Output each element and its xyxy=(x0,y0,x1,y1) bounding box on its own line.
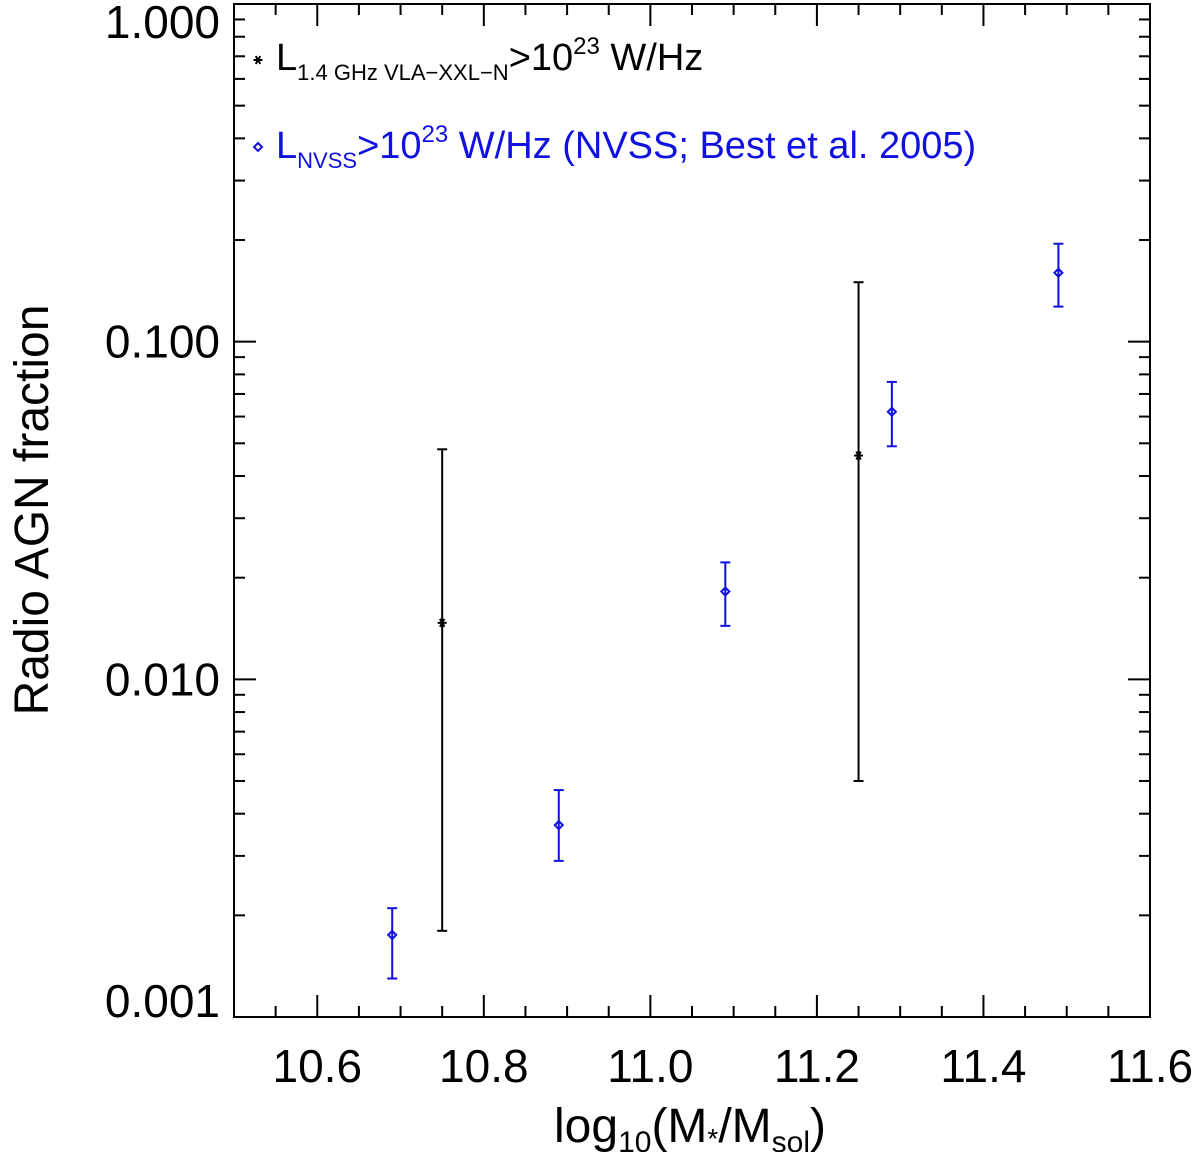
legend-0-sup: 23 xyxy=(573,33,600,60)
xlabel-sub: 10 xyxy=(618,1126,651,1152)
legend-marker-asterisk xyxy=(253,55,263,65)
legend-0-tail: W/Hz xyxy=(600,37,703,79)
y-ticks: 0.001 0.010 0.100 1.000 xyxy=(105,0,1150,1027)
marker-stroke xyxy=(439,618,446,628)
y-tick-label: 0.001 xyxy=(105,975,220,1027)
legend-0-sub: 1.4 GHz VLA−XXL−N xyxy=(297,60,509,85)
x-axis-title: log10(M*/Msol) xyxy=(554,1100,826,1152)
legend-marker-diamond xyxy=(252,141,264,153)
x-tick-label: 11.4 xyxy=(940,1040,1026,1092)
data-point-diamond xyxy=(553,819,565,831)
legend-asterisk-icon xyxy=(253,55,263,65)
data-point-diamond xyxy=(1052,267,1064,279)
legend-1-sub: NVSS xyxy=(297,148,357,173)
x-tick-label: 11.0 xyxy=(607,1040,693,1092)
xlabel-close: ) xyxy=(810,1100,826,1152)
legend-0-after: >10 xyxy=(509,37,573,79)
xlabel-prefix: log xyxy=(554,1100,618,1152)
data-point-asterisk xyxy=(437,618,447,628)
data-point-diamond xyxy=(719,586,731,597)
x-ticks: 10.6 10.8 11.0 11.2 11.4 11.6 xyxy=(233,4,1193,1092)
x-tick-label: 10.8 xyxy=(439,1040,529,1092)
x-tick-label: 11.2 xyxy=(774,1040,860,1092)
legend-diamond-icon xyxy=(252,141,264,153)
x-tick-label: 11.6 xyxy=(1107,1040,1193,1092)
xlabel-mid: /M xyxy=(718,1100,771,1152)
data-point-diamond xyxy=(386,929,398,941)
marker-stroke xyxy=(254,55,262,65)
legend-1-sup: 23 xyxy=(422,121,449,148)
y-tick-label: 0.100 xyxy=(105,316,220,368)
legend-entry-1: LNVSS>1023 W/Hz (NVSS; Best et al. 2005) xyxy=(276,121,976,173)
x-tick-label: 10.6 xyxy=(273,1040,363,1092)
legend-entry-0: L1.4 GHz VLA−XXL−N>1023 W/Hz xyxy=(276,33,703,85)
y-axis-title: Radio AGN fraction xyxy=(6,305,59,716)
legend-0-main: L xyxy=(276,37,297,79)
legend-1-main: L xyxy=(276,125,297,167)
y-tick-label: 1.000 xyxy=(105,0,220,48)
data-point-asterisk xyxy=(854,451,864,460)
y-tick-label: 0.010 xyxy=(105,653,220,705)
marker-stroke xyxy=(855,451,862,460)
xlabel-open: (M xyxy=(651,1100,707,1152)
legend-1-after: >10 xyxy=(357,125,421,167)
xlabel-sub2: sol xyxy=(772,1126,810,1152)
legend: L1.4 GHz VLA−XXL−N>1023 W/Hz LNVSS>1023 … xyxy=(252,33,976,173)
xlabel-star: * xyxy=(707,1123,718,1152)
data-marks xyxy=(386,242,1064,980)
legend-1-tail: W/Hz (NVSS; Best et al. 2005) xyxy=(448,125,976,167)
data-point-diamond xyxy=(886,406,898,418)
